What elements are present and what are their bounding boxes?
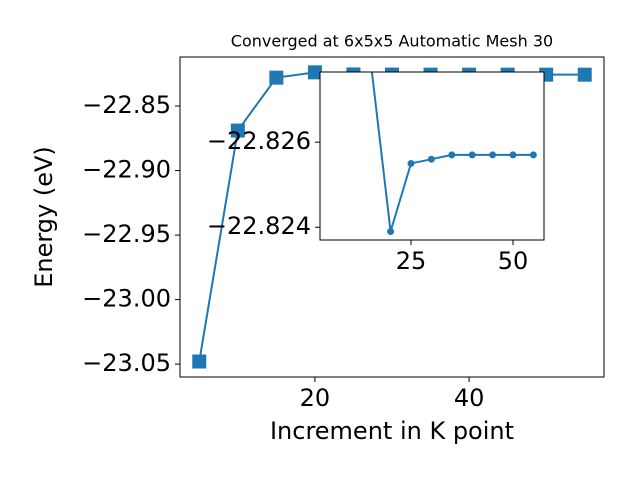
- y-axis-label: Energy (eV): [30, 146, 58, 288]
- y-tick-label: −22.90: [82, 156, 171, 184]
- axes-frame: [319, 71, 545, 241]
- y-tick-label: −23.00: [82, 285, 171, 313]
- data-point: [577, 67, 592, 82]
- x-tick-label: 20: [300, 384, 331, 412]
- y-tick-label: −22.824: [207, 212, 311, 240]
- data-point: [448, 151, 456, 159]
- data-point: [269, 70, 284, 85]
- data-point: [489, 151, 497, 159]
- y-tick-label: −22.826: [207, 127, 311, 155]
- data-point: [307, 65, 322, 80]
- data-point: [230, 123, 245, 138]
- x-tick-label: 50: [498, 247, 529, 275]
- data-point: [529, 151, 537, 159]
- data-point: [192, 354, 207, 369]
- data-point: [509, 151, 517, 159]
- x-tick-label: 25: [396, 247, 427, 275]
- data-point: [427, 155, 435, 163]
- x-axis-label: Increment in K point: [270, 417, 514, 445]
- y-tick-label: −22.95: [82, 220, 171, 248]
- data-point: [407, 159, 415, 167]
- x-tick-label: 40: [454, 384, 485, 412]
- chart-title: Converged at 6x5x5 Automatic Mesh 30: [231, 32, 553, 51]
- axes-frame: [179, 56, 605, 378]
- y-tick-label: −23.05: [82, 349, 171, 377]
- y-tick-label: −22.85: [82, 91, 171, 119]
- data-point: [387, 227, 395, 235]
- plot-area: [370, 72, 537, 235]
- data-point: [468, 151, 476, 159]
